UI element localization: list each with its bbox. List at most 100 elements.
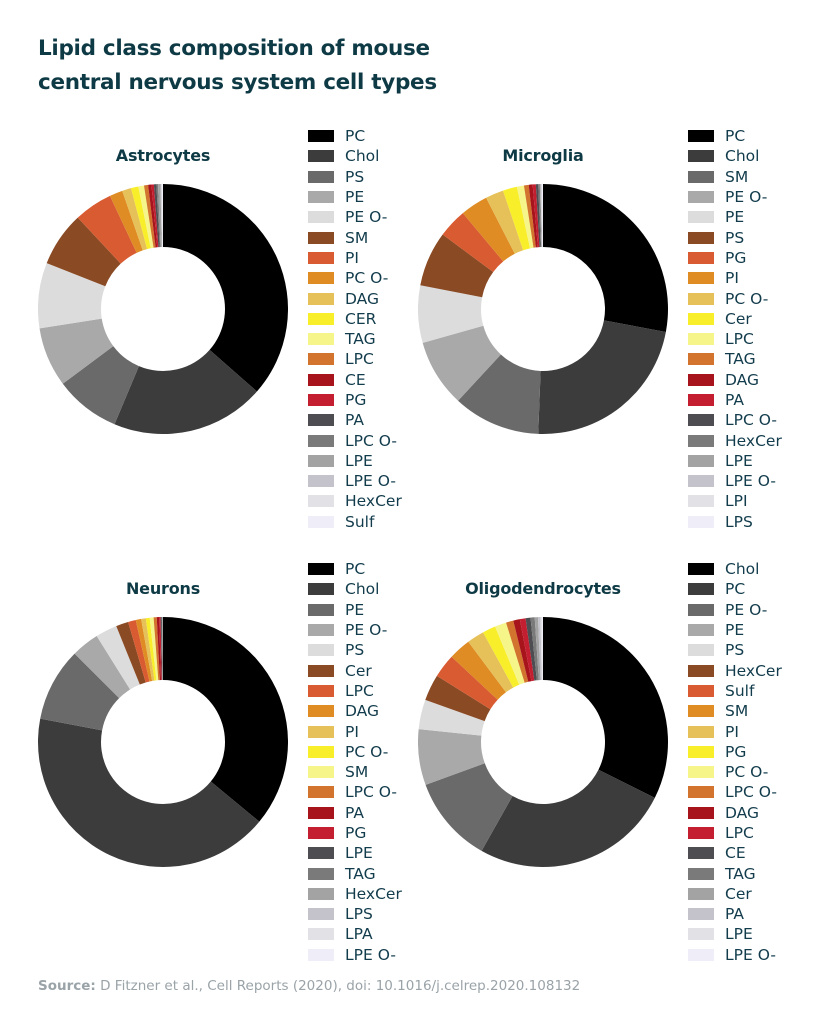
legend-item-chol: Chol [308,579,402,599]
slice-pg [483,626,520,688]
panel-title-microglia: Microglia [502,146,584,165]
legend-item-lpe-o: LPE O- [688,945,782,965]
legend-swatch [688,292,714,305]
legend-item-sulf: Sulf [308,512,402,532]
legend-item-tag: TAG [688,349,782,369]
legend-item-pc: PC [308,126,402,146]
legend-swatch [308,373,334,386]
legend-label: LPE O- [345,472,396,491]
legend-item-pa: PA [688,390,782,410]
source-label: Source: [38,978,96,994]
legend-label: PC [725,580,746,599]
legend-label: LPE [345,451,373,470]
legend-swatch [308,353,334,366]
legend-label: LPC [345,681,374,700]
legend-swatch [308,664,334,677]
legend-swatch [308,928,334,941]
legend-item-lpc: LPC [688,329,782,349]
slice-lpc-o [156,184,161,248]
legend-swatch [688,191,714,204]
slice-hexcer [161,184,163,248]
legend-swatch [688,766,714,779]
legend-label: LPS [345,905,373,924]
slice-hexcer [425,675,491,722]
legend-swatch [688,644,714,657]
legend-swatch [688,624,714,637]
legend-item-pa: PA [308,803,402,823]
legend-item-pg: PG [688,742,782,762]
legend-item-lpe-o: LPE O- [308,471,402,491]
legend-label: PS [345,167,365,186]
slice-pc [543,184,668,333]
legend-swatch [688,847,714,860]
legend-swatch [688,948,714,961]
legend-swatch [688,806,714,819]
legend-swatch [308,725,334,738]
slice-chol [38,718,260,867]
slice-pg [442,213,504,273]
legend-swatch [308,583,334,596]
legend-item-pc: PC [308,559,402,579]
legend-item-lpi: LPI [688,491,782,511]
legend-label: TAG [725,864,756,883]
legend-swatch [688,454,714,467]
legend-item-pc-o: PC O- [308,268,402,288]
legend-item-pe: PE [308,187,402,207]
legend-label: Chol [345,147,380,166]
slice-pc-o [486,190,524,254]
legend-label: PE [345,600,365,619]
legend-swatch [688,725,714,738]
legend-label: Chol [725,147,760,166]
slice-sm [458,354,541,434]
legend-label: CE [725,844,746,863]
legend-label: DAG [725,370,760,389]
legend-label: PE O- [345,621,388,640]
legend-swatch [688,684,714,697]
legend-item-sm: SM [688,167,782,187]
legend-item-cer: Cer [308,660,402,680]
slice-pi [77,195,137,264]
slice-lpc [516,185,534,249]
slice-ps [96,626,140,690]
legend-swatch [308,908,334,921]
legend-swatch [308,624,334,637]
legend-label: HexCer [345,884,402,903]
legend-item-lpa: LPA [308,924,402,944]
legend-item-sm: SM [688,701,782,721]
slice-cer [503,186,531,251]
legend-swatch [308,563,334,576]
slice-lpe-o [542,617,543,681]
legend-item-sm: SM [308,227,402,247]
slice-lpe [158,184,162,248]
legend-swatch [308,887,334,900]
slice-tag [161,617,163,681]
slice-pe-o [425,763,513,851]
slice-lpc-o [153,617,160,681]
legend-item-pe-o: PE O- [688,187,782,207]
legend-item-lps: LPS [688,512,782,532]
slice-pg [151,184,159,248]
legend-item-ce: CE [688,843,782,863]
legend-label: SM [345,763,369,782]
slice-ps [420,234,494,298]
legend-label: PC O- [725,289,769,308]
legend-label: LPC [725,824,754,842]
legend-swatch [308,806,334,819]
legend-item-hexcer: HexCer [688,660,782,680]
legend-label: LPE O- [725,472,776,491]
legend-microglia: PC Chol SM PE O- PE PS PG PI PC O- Cer LPC TAG DAG PA… [688,126,782,532]
legend-item-lpe: LPE [688,451,782,471]
legend-swatch [688,333,714,346]
legend-swatch [688,434,714,447]
legend-item-pc-o: PC O- [308,742,402,762]
slice-dag [135,618,153,682]
slice-pc-o [109,190,143,253]
legend-label: PS [725,641,745,660]
legend-label: PC O- [345,269,389,288]
legend-label: DAG [725,803,760,822]
legend-oligodendrocytes: Chol PC PE O- PE PS HexCer Sulf SM PI PG PC O- LPC … [688,559,782,965]
legend-item-sm: SM [308,762,402,782]
donut-chart-microglia [418,184,668,434]
legend-label: PI [725,269,739,288]
source-citation: D Fitzner et al., Cell Reports (2020), d… [100,978,581,994]
